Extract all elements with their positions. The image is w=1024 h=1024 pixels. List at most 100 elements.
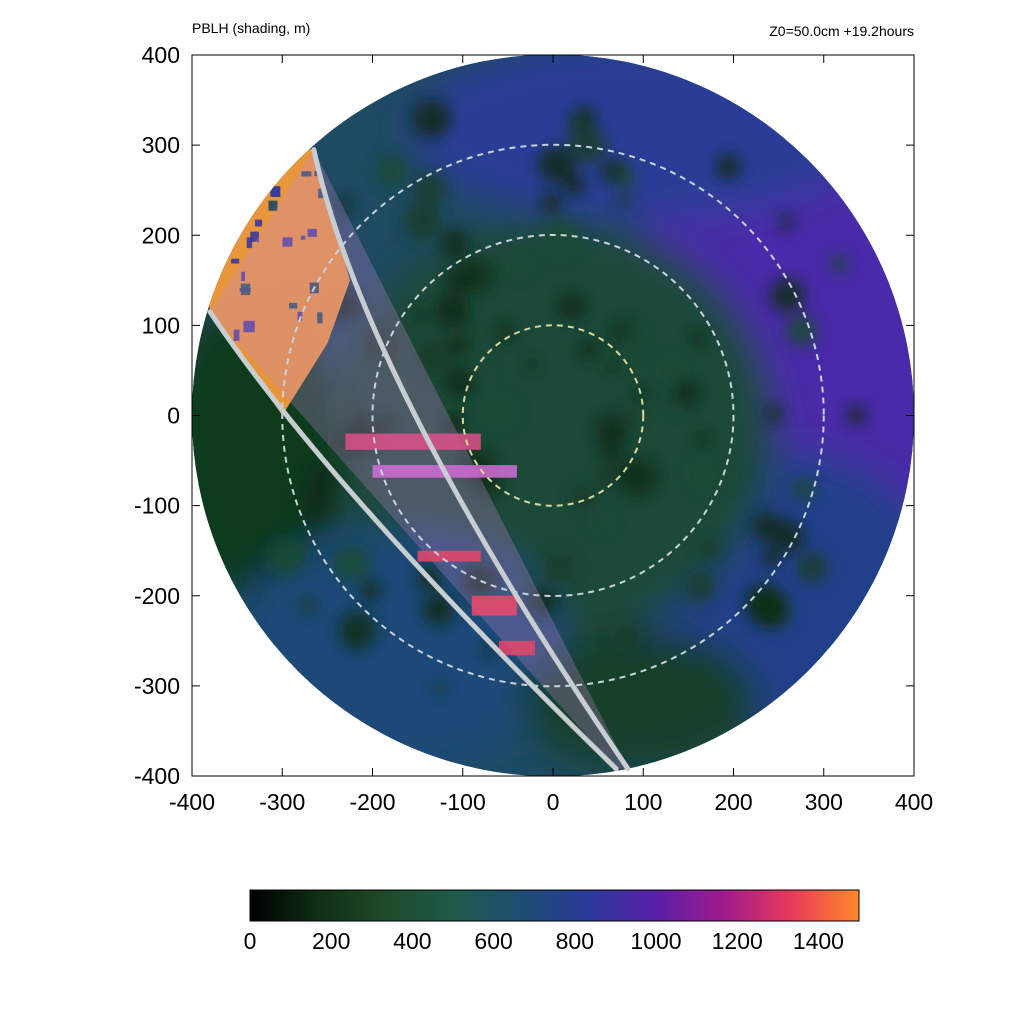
field-cell <box>715 153 742 180</box>
field-cell <box>690 330 706 347</box>
field-cell <box>268 537 306 575</box>
field-orange-spot <box>233 329 240 341</box>
sector-boundaries <box>207 147 631 772</box>
field-orange-spot <box>250 231 259 242</box>
colorbar-tick-label: 0 <box>244 928 257 954</box>
x-axis-tick-labels: -400 -300 -200 -100 0 100 200 300 400 <box>169 789 933 815</box>
field-cell <box>509 254 533 278</box>
field-orange-spot <box>231 258 240 264</box>
chart-title: PBLH (shading, m) <box>192 20 310 36</box>
colorbar-tick-label: 600 <box>474 928 512 954</box>
field-cell <box>618 457 658 497</box>
field-cell <box>537 146 574 183</box>
field-cell <box>413 338 452 377</box>
sector-fill <box>210 149 628 769</box>
reference-circle <box>281 143 825 688</box>
y-axis-tick-labels: 400 300 200 100 0 -100 -200 -300 -400 <box>134 42 180 789</box>
field-cell <box>778 214 794 230</box>
field-orange-spot <box>270 187 281 197</box>
field-cell <box>687 459 719 491</box>
field-cell <box>771 520 805 554</box>
field-cell <box>607 361 619 373</box>
x-tick-label: -200 <box>349 789 395 815</box>
field-cell <box>525 359 537 371</box>
field-cell <box>527 586 558 617</box>
field-cell <box>411 99 452 139</box>
field-cell <box>403 202 442 241</box>
field-orange-spot <box>229 197 239 207</box>
field-cell <box>579 340 599 359</box>
field-orange-spot <box>297 311 303 321</box>
sector-streak <box>498 640 535 656</box>
field-cell <box>685 572 715 602</box>
colorbar <box>249 889 860 922</box>
field-cell <box>616 407 639 430</box>
field-orange-spot <box>241 271 245 282</box>
field-cell <box>434 682 447 695</box>
field-cell <box>479 393 517 431</box>
field-cell <box>299 597 317 614</box>
reference-circles <box>281 143 825 688</box>
field-cell <box>616 190 632 206</box>
field-cell <box>543 551 577 584</box>
y-tick-label: -100 <box>134 493 180 519</box>
y-tick-label: 300 <box>142 132 180 158</box>
field-cell <box>590 513 613 536</box>
field-orange-spot <box>246 237 253 249</box>
field-cell <box>796 552 828 583</box>
field-cell <box>541 192 562 214</box>
field-cell <box>612 623 641 651</box>
y-tick-label: -400 <box>134 763 180 789</box>
field-cell <box>445 268 471 295</box>
field-cell <box>325 501 344 520</box>
field-orange-spot <box>317 312 323 324</box>
field-cell <box>413 308 427 322</box>
field-orange-spot <box>251 180 256 190</box>
colorbar-tick-label: 1200 <box>712 928 763 954</box>
sector-streak <box>417 550 481 562</box>
sector-streak <box>471 595 517 616</box>
field-cell <box>422 593 455 626</box>
x-tick-label: 200 <box>714 789 752 815</box>
field-cell <box>618 324 648 353</box>
field-cell <box>616 167 636 187</box>
colorbar-tick-labels: 0 200 400 600 800 1000 1200 1400 <box>244 928 844 954</box>
field-cell <box>785 315 817 347</box>
field-cell <box>830 254 848 273</box>
field-cell <box>846 405 867 425</box>
colorbar-tick-label: 1000 <box>630 928 681 954</box>
field-orange-spot <box>268 200 278 211</box>
field-cell <box>558 292 586 321</box>
field-cell <box>667 401 681 415</box>
colorbar-tick-label: 400 <box>393 928 431 954</box>
colorbar-tick-label: 1400 <box>793 928 844 954</box>
field-cell <box>440 229 470 258</box>
colorbar-tick-label: 800 <box>556 928 594 954</box>
field-cell <box>765 404 783 423</box>
field-cell <box>413 173 447 206</box>
x-tick-label: 0 <box>547 789 560 815</box>
x-tick-label: -100 <box>440 789 486 815</box>
field-cell <box>443 413 466 436</box>
x-tick-label: -400 <box>169 789 215 815</box>
field-cell <box>562 172 586 196</box>
field-orange-spot <box>254 219 263 227</box>
field-cell <box>792 477 816 501</box>
field-orange-spot <box>300 235 306 240</box>
field-cell <box>444 367 475 398</box>
field-cell <box>770 278 805 313</box>
field-orange-spot <box>301 171 312 177</box>
y-tick-label: -200 <box>134 583 180 609</box>
field-cell <box>761 548 781 568</box>
field-cell <box>673 380 700 407</box>
field-cell <box>359 580 381 601</box>
field-cell <box>496 322 516 343</box>
field-orange-spot <box>307 228 317 237</box>
field-cell <box>337 197 353 213</box>
field-cell <box>695 432 709 446</box>
sector-streak <box>345 433 481 450</box>
heatmap-field <box>192 54 914 777</box>
field-north-blue <box>410 54 870 220</box>
field-cell <box>447 334 470 357</box>
field-cell <box>634 387 649 402</box>
